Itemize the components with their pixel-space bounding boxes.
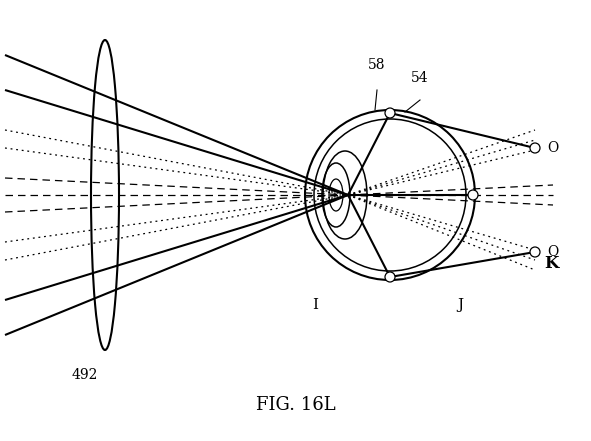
Text: I: I [312, 298, 318, 312]
Circle shape [530, 143, 540, 153]
Circle shape [530, 247, 540, 257]
Text: O: O [547, 245, 558, 259]
Circle shape [385, 108, 395, 118]
Text: J: J [457, 298, 463, 312]
Text: FIG. 16L: FIG. 16L [256, 396, 335, 414]
Circle shape [385, 272, 395, 282]
Text: K: K [544, 255, 558, 272]
Circle shape [468, 190, 478, 200]
Text: O: O [547, 141, 558, 155]
Text: 492: 492 [72, 368, 98, 382]
Text: 58: 58 [368, 58, 386, 72]
Text: 54: 54 [411, 71, 429, 85]
